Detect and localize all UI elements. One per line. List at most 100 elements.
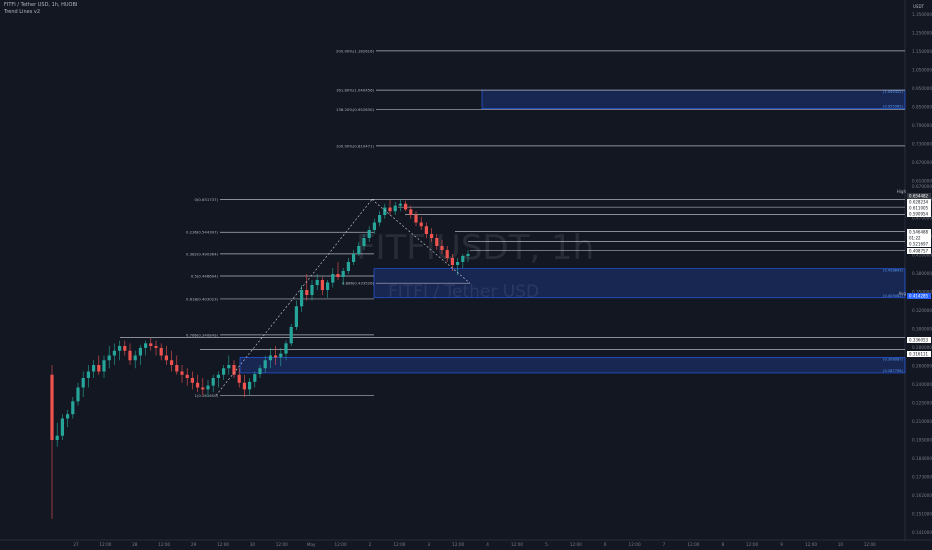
candle-body	[237, 374, 241, 383]
x-tick-label: 12:00	[511, 542, 523, 547]
fib-retracement-label: 0(0.631737)	[195, 197, 219, 202]
candle-body	[66, 414, 70, 419]
x-tick-label: 5	[545, 542, 548, 547]
price-label: 0.628234	[909, 200, 929, 205]
symbol-title[interactable]: FITFI / Tether USD, 1h, HUOBI	[4, 2, 78, 8]
price-label: 0.336053	[909, 338, 929, 343]
candle-body	[352, 254, 356, 262]
x-tick-label: 12:00	[570, 542, 582, 547]
x-tick-label: 12:00	[99, 542, 111, 547]
price-label: 0.654482	[909, 194, 929, 199]
fib-retracement-label: 0.618(0.403023)	[186, 296, 218, 301]
candle-body	[419, 222, 423, 227]
candle-body	[294, 306, 298, 327]
candle-body	[164, 355, 168, 361]
x-tick-label: 12:00	[276, 542, 288, 547]
candle-body	[372, 222, 376, 230]
y-tick-label: 0.730000	[912, 142, 932, 147]
supply-demand-zone	[481, 89, 906, 109]
candle-body	[118, 346, 122, 351]
zone-bottom-label: (0.955965)	[883, 105, 904, 109]
candle-body	[216, 374, 220, 378]
price-label: 01:22	[909, 236, 921, 241]
price-tag: Avg	[899, 291, 907, 296]
candle-body	[190, 378, 194, 383]
price-label-box	[907, 351, 931, 357]
x-tick-label: 3	[427, 542, 430, 547]
price-label: 0.590954	[909, 212, 929, 217]
y-tick-label: 0.260000	[912, 364, 932, 369]
candle-body	[107, 355, 111, 361]
candle-body	[86, 371, 90, 378]
price-label-box	[907, 293, 931, 299]
zone-bottom-label: (0.287756)	[883, 369, 904, 373]
candle-body	[55, 435, 59, 440]
candle-body	[435, 238, 439, 246]
candle-body	[112, 350, 116, 356]
candle-body	[409, 209, 413, 215]
x-tick-label: 12:00	[629, 542, 641, 547]
y-tick-label: 1.050000	[912, 68, 932, 73]
y-tick-label: 1.350000	[912, 12, 932, 17]
candle-body	[289, 327, 293, 344]
fib-retracement-label: 0.786(0.340849)	[186, 332, 218, 337]
y-tick-label: 0.162000	[912, 493, 932, 498]
supply-demand-zone	[239, 357, 906, 374]
candle-body	[367, 230, 371, 238]
fib-retracement-label: 0.382(0.490364)	[186, 251, 218, 256]
candle-body	[222, 368, 226, 375]
candle-body	[133, 355, 137, 361]
candle-body	[76, 387, 80, 402]
y-tick-label: 0.210000	[912, 419, 932, 424]
x-tick-label: 12:00	[687, 542, 699, 547]
candle-body	[326, 282, 330, 290]
candle-body	[180, 371, 184, 375]
candle-body	[201, 387, 205, 390]
y-tick-label: 0.470000	[912, 216, 932, 221]
price-label-box	[907, 211, 931, 217]
y-tick-label: 0.380000	[912, 271, 932, 276]
price-label: 0.521697	[909, 242, 929, 247]
candle-body	[232, 365, 236, 375]
fib-retracement-label: 1(0.261650)	[195, 393, 219, 398]
y-tick-label: 0.300000	[912, 327, 932, 332]
price-label-box	[907, 248, 931, 254]
x-tick-label: 12:00	[335, 542, 347, 547]
y-tick-label: 1.150000	[912, 49, 932, 54]
price-label-box	[907, 205, 931, 211]
price-label: 0.546488	[909, 230, 929, 235]
y-tick-label: 0.280000	[912, 345, 932, 350]
candle-body	[393, 205, 397, 212]
price-label-box	[907, 337, 931, 343]
y-tick-label: 0.350000	[912, 290, 932, 295]
fib-extension-label: 100.00%(0.810471)	[336, 143, 374, 148]
x-tick-label: 29	[191, 542, 197, 547]
candle-body	[331, 274, 335, 283]
price-label: 0.611005	[909, 206, 929, 211]
candle-body	[128, 350, 132, 361]
x-tick-label: 28	[132, 542, 138, 547]
y-tick-label: 0.320000	[912, 308, 932, 313]
zone-top-label: (0.308087)	[883, 357, 904, 361]
x-tick-label: May	[307, 542, 316, 547]
candle-body	[461, 256, 465, 262]
indicator-label[interactable]: Trend Lines v2	[4, 9, 41, 15]
price-tag: High	[897, 189, 907, 194]
candle-body	[248, 381, 252, 390]
candle-body	[268, 355, 272, 361]
fib-extension-label: 200.00%(1.182616)	[336, 48, 374, 53]
candle-body	[424, 226, 428, 234]
zone-top-label: (0.458843)	[883, 269, 904, 273]
y-tick-label: 0.790000	[912, 123, 932, 128]
candle-body	[211, 378, 215, 386]
fib-anchor-line	[371, 199, 471, 284]
price-label: 0.316111	[909, 352, 929, 357]
candle-body	[71, 401, 75, 415]
candle-body	[154, 346, 158, 348]
candle-body	[336, 274, 340, 277]
x-tick-label: 4	[486, 542, 489, 547]
candle-body	[81, 378, 85, 388]
price-label-box	[907, 235, 931, 241]
x-tick-label: 30	[250, 542, 256, 547]
